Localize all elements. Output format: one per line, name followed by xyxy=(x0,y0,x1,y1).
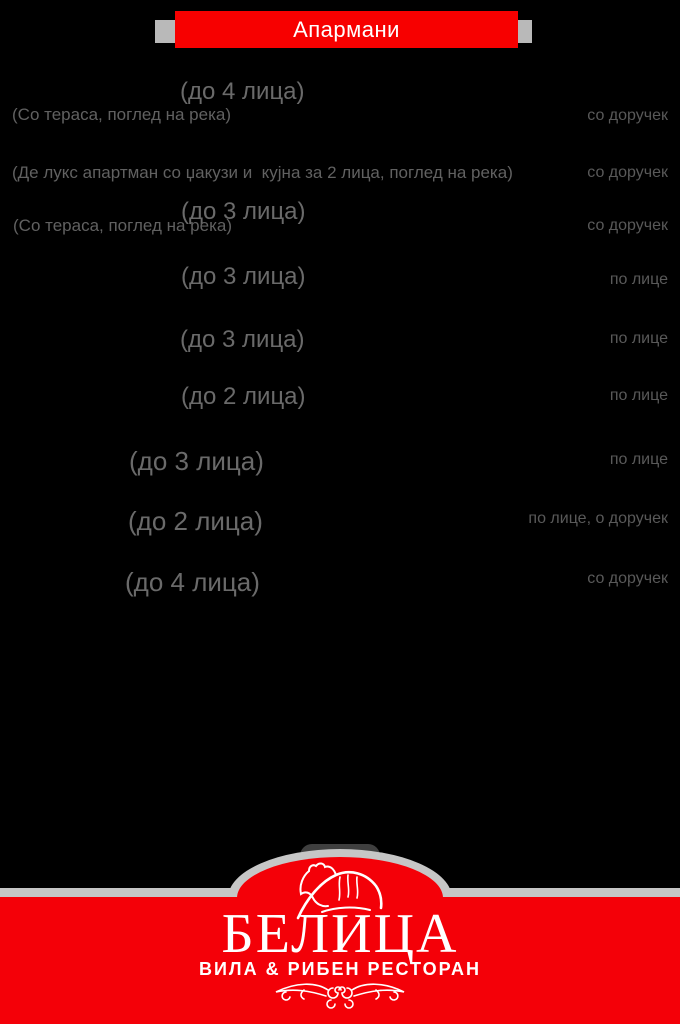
capacity-note: (до 3 лица) xyxy=(181,263,306,290)
price-note: по лице, о доручек xyxy=(528,510,668,527)
section-title: Апармани xyxy=(293,17,400,42)
flourish-icon xyxy=(275,983,405,1009)
footer-band xyxy=(0,897,680,1024)
logo-tagline: ВИЛА & РИБЕН РЕСТОРАН xyxy=(199,959,481,979)
detail-note: (Со тераса, поглед на река) xyxy=(12,105,232,124)
price-note: со доручек xyxy=(587,107,668,124)
detail-note: (Де лукс апартман со џакузи и кујна за 2… xyxy=(12,163,513,182)
price-note: по лице xyxy=(609,387,668,404)
price-note: со доручек xyxy=(587,164,668,181)
price-note: со доручек xyxy=(587,217,668,234)
section-header-banner: Апармани xyxy=(175,11,518,48)
capacity-note: (до 3 лица) xyxy=(180,326,305,353)
capacity-note: (до 3 лица) xyxy=(181,198,306,225)
capacity-note: (до 4 лица) xyxy=(125,567,260,597)
price-note: со доручек xyxy=(587,570,668,587)
price-note: по лице xyxy=(609,451,668,468)
horse-icon xyxy=(296,862,383,920)
price-note: по лице xyxy=(609,271,668,288)
capacity-note: (до 4 лица) xyxy=(180,78,305,105)
capacity-note: (до 2 лица) xyxy=(181,383,306,410)
detail-note: (Со тераса, поглед на река) xyxy=(13,216,233,235)
price-note: по лице xyxy=(609,330,668,347)
capacity-note: (до 2 лица) xyxy=(128,506,263,536)
logo-wordmark: БЕЛИЦА xyxy=(221,903,459,965)
ribbon-end-left xyxy=(155,20,178,43)
capacity-note: (до 3 лица) xyxy=(129,446,264,476)
